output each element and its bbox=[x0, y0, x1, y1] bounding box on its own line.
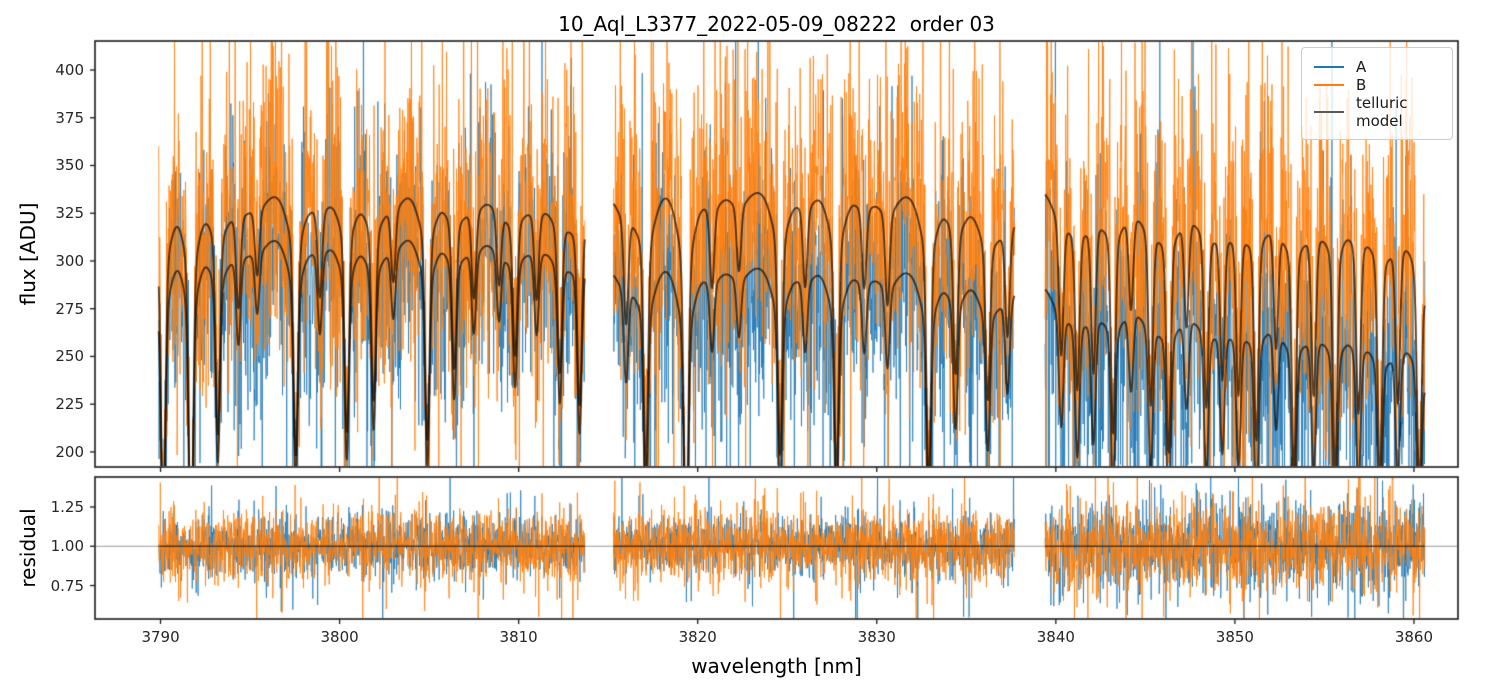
flux-y-tick-label: 300 bbox=[55, 251, 84, 270]
residual-y-tick-label: 1.25 bbox=[50, 498, 84, 516]
residual-y-tick-label: 0.75 bbox=[50, 576, 84, 595]
flux-y-tick-label: 325 bbox=[55, 204, 84, 223]
x-tick-label: 3860 bbox=[1394, 628, 1434, 646]
x-axis-label: wavelength [nm] bbox=[691, 654, 862, 678]
flux-y-tick-label: 350 bbox=[55, 156, 84, 175]
legend-label-telluric: telluric model bbox=[1356, 94, 1408, 130]
x-tick-label: 3820 bbox=[678, 628, 717, 646]
flux-y-tick-label: 400 bbox=[55, 61, 84, 80]
flux-y-tick-label: 275 bbox=[55, 299, 84, 318]
x-tick-label: 3800 bbox=[320, 628, 359, 646]
legend-line-b-icon bbox=[1314, 84, 1344, 86]
flux-y-tick-label: 200 bbox=[55, 442, 84, 461]
x-tick-label: 3850 bbox=[1215, 628, 1254, 646]
flux-y-tick-label: 225 bbox=[55, 395, 84, 414]
legend-label-b: B bbox=[1356, 76, 1367, 94]
legend-item-a: A bbox=[1314, 58, 1440, 76]
x-tick-label: 3790 bbox=[141, 628, 180, 646]
legend-line-a-icon bbox=[1314, 66, 1344, 68]
legend-line-telluric-icon bbox=[1314, 111, 1344, 113]
x-tick-label: 3840 bbox=[1036, 628, 1075, 646]
residual-y-tick-label: 1.00 bbox=[50, 537, 84, 556]
plot-title: 10_Aql_L3377_2022-05-09_08222 order 03 bbox=[558, 12, 995, 36]
legend: A B telluric model bbox=[1301, 47, 1453, 140]
legend-label-a: A bbox=[1356, 58, 1367, 76]
legend-item-telluric: telluric model bbox=[1314, 94, 1440, 130]
legend-item-b: B bbox=[1314, 76, 1440, 94]
x-tick-label: 3830 bbox=[857, 628, 896, 646]
flux-y-tick-label: 375 bbox=[55, 108, 84, 127]
x-tick-label: 3810 bbox=[499, 628, 538, 646]
flux-y-tick-label: 250 bbox=[55, 347, 84, 366]
